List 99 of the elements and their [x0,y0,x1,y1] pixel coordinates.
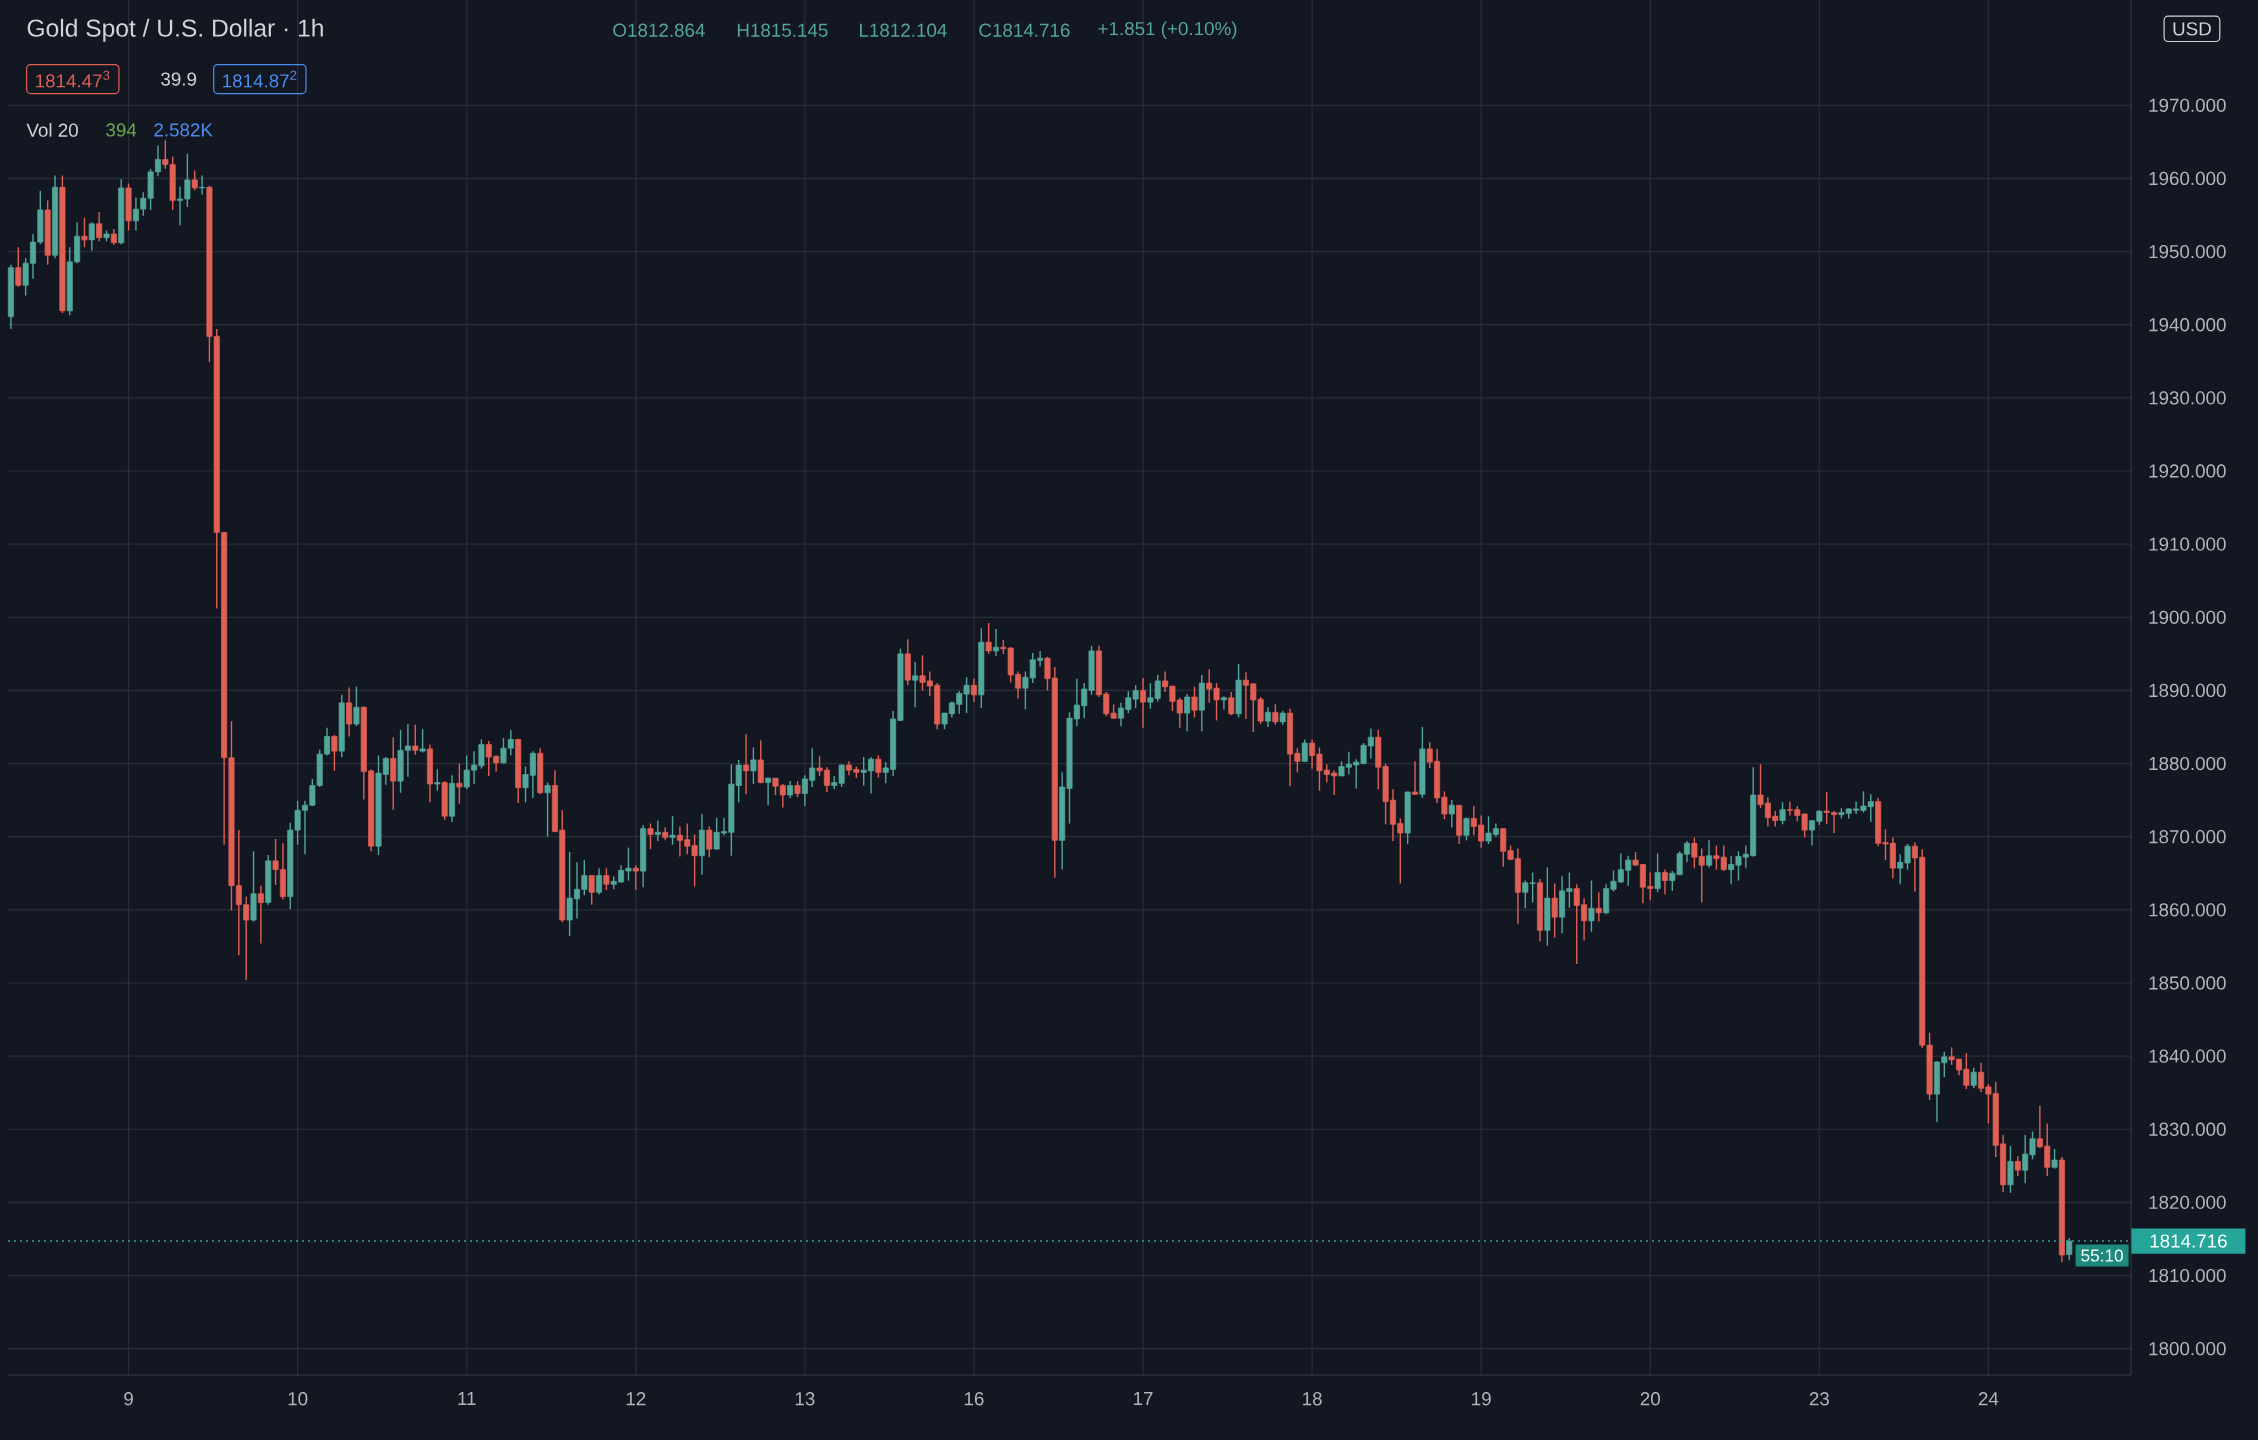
candlestick [750,746,757,785]
y-tick-label: 1860.000 [2149,903,2226,917]
x-tick-label: 12 [626,1392,646,1406]
y-tick-label: 1800.000 [2149,1342,2226,1356]
text: 55:10 [2081,1249,2123,1262]
candlestick [1184,693,1191,733]
x-tick-label: 23 [1809,1392,1829,1406]
text: USD [2173,22,2211,36]
y-tick-label: 1850.000 [2149,976,2226,990]
x-tick-label: 24 [1978,1392,1999,1406]
candlestick [346,686,353,738]
candlestick [993,628,999,657]
y-tick-label: 1920.000 [2149,464,2226,478]
candlestick [875,754,882,779]
ref-line-label: 1814.716 [2150,1234,2227,1248]
candlestick [2014,1155,2021,1177]
y-tick-label: 1900.000 [2149,610,2226,624]
candlestick [1140,677,1147,729]
candlestick [985,622,992,655]
y-tick-label: 1960.000 [2149,171,2226,186]
annotation: O1812.864 [613,23,705,37]
x-tick-label: 20 [1640,1392,1660,1406]
annotation: 39.9 [161,72,197,86]
annotation: C1814.716 [979,23,1070,37]
candlestick [1191,686,1198,719]
y-tick-label: 1820.000 [2149,1195,2226,1210]
candlestick [2007,1145,2014,1194]
candlestick [970,678,977,703]
candlestick [1265,706,1271,728]
y-tick-label: 1810.000 [2149,1268,2226,1283]
y-tick-label: 1910.000 [2149,537,2226,551]
candlestick [88,221,95,252]
candlestick [81,217,88,248]
y-tick-label: 1950.000 [2149,244,2226,259]
annotation: 1814.87$^{2}$ [223,70,297,88]
candlestick [647,822,654,850]
candlestick [1970,1067,1977,1089]
x-tick-label: 11 [458,1392,476,1405]
candlestick [199,174,206,196]
y-tick-label: 1870.000 [2149,830,2226,844]
candlestick [1412,760,1419,796]
y-tick-label: 1930.000 [2149,391,2226,405]
candlestick [912,661,919,708]
candlestick [15,246,22,288]
candlestick [596,867,603,896]
y-tick-label: 1940.000 [2149,318,2226,332]
y-tick-label: 1970.000 [2149,98,2226,112]
text: Gold Spot / U.S. Dollar · 1h [27,18,323,42]
x-tick-label: 10 [288,1392,308,1406]
candlestick [669,815,676,846]
annotation: L1812.104 [860,23,947,37]
annotation: 394 [106,123,137,137]
annotation: 1814.47$^{3}$ [36,70,110,88]
candlestick [257,885,264,945]
candlestick [1448,799,1455,828]
candlestick [1272,703,1279,726]
candlestick [390,736,397,811]
y-tick-label: 1830.000 [2149,1122,2226,1136]
candlestick [706,825,713,858]
candlestick [191,169,198,191]
x-tick-label: 9 [124,1392,133,1406]
candlestick [2051,1148,2058,1170]
y-tick-label: 1880.000 [2149,756,2226,771]
candlestick [353,686,360,727]
candlestick [1661,868,1668,896]
candlestick [1779,801,1786,825]
candlestick [96,211,103,243]
candlestick [456,762,463,805]
candlestick [412,724,419,756]
candlestick [603,867,610,891]
candlestick [434,768,441,792]
candlestick [588,874,595,906]
candlestick [1551,882,1558,939]
x-tick-label: 17 [1134,1392,1153,1405]
candlestick [757,739,764,784]
candlestick [1654,852,1661,893]
annotation: H1815.145 [737,23,828,37]
candlestick [1595,891,1602,923]
annotation: +1.851 (+0.10%) [1098,21,1237,39]
x-tick-label: 18 [1303,1392,1322,1406]
x-tick-label: 19 [1472,1392,1491,1406]
candlestick [743,733,750,795]
annotation: 2.582K [154,123,213,137]
candlestick [1588,879,1595,933]
x-tick-label: 16 [964,1392,984,1406]
y-tick-label: 1840.000 [2149,1049,2226,1063]
candlestick [2066,1237,2073,1261]
candlestick [765,776,772,806]
candlestick [419,728,426,754]
y-tick-label: 1890.000 [2149,683,2226,698]
candlestick [1228,691,1235,716]
candlestick [331,734,338,772]
candlestick [632,864,639,891]
candlestick [654,819,661,842]
annotation: Vol 20 [26,123,78,137]
candlestick [1706,839,1713,869]
candlestick [544,781,551,838]
candlestick [1220,695,1227,711]
x-tick-label: 13 [795,1392,815,1406]
